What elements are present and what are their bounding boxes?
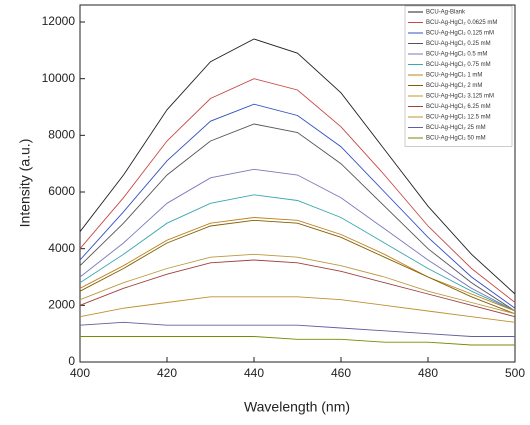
- series-line: [79, 38, 516, 295]
- series-line: [79, 78, 516, 303]
- x-tick-label: 460: [331, 366, 351, 380]
- legend-label: BCU-Ag-HgCl₂ 6.25 mM: [426, 104, 491, 110]
- x-tick-label: 420: [157, 366, 177, 380]
- y-tick-label: 8000: [48, 128, 75, 142]
- legend-box: [404, 5, 513, 147]
- legend-label: BCU-Ag-HgCl₂ 3.125 mM: [426, 94, 494, 100]
- legend-label: BCU-Ag-HgCl₂ 12.5 mM: [426, 115, 491, 121]
- legend-label: BCU-Ag-HgCl₂ 0.5 mM: [426, 52, 487, 58]
- series-line: [79, 253, 516, 315]
- x-axis-label: Wavelength (nm): [244, 399, 350, 415]
- legend-label: BCU-Ag-HgCl₂ 1 mM: [426, 73, 482, 79]
- plot-frame: [79, 4, 516, 363]
- series-line: [79, 123, 516, 312]
- legend-label: BCU-Ag-HgCl₂ 0.75 mM: [426, 62, 491, 68]
- series-line: [79, 103, 516, 309]
- legend-label: BCU-Ag-Blank: [426, 10, 466, 16]
- series-line: [79, 259, 516, 318]
- series-line: [80, 336, 515, 346]
- x-tick-label: 480: [418, 366, 438, 380]
- y-tick-label: 12000: [42, 14, 76, 28]
- y-tick-label: 2000: [48, 298, 75, 312]
- legend-label: BCU-Ag-HgCl₂ 25 mM: [426, 125, 486, 131]
- series-line: [79, 296, 516, 323]
- series-line: [79, 194, 516, 312]
- x-tick-label: 400: [70, 366, 90, 380]
- y-tick-label: 4000: [48, 241, 75, 255]
- x-tick-label: 440: [244, 366, 264, 380]
- series-line: [79, 219, 516, 315]
- legend-label: BCU-Ag-HgCl₂ 2 mM: [426, 83, 482, 89]
- series-line: [79, 168, 516, 312]
- series-line: [79, 321, 515, 337]
- x-tick-label: 500: [505, 366, 525, 380]
- y-axis-label: Intensity (a.u.): [17, 139, 33, 228]
- series-line: [79, 217, 516, 312]
- legend-label: BCU-Ag-HgCl₂ 50 mM: [426, 136, 486, 142]
- y-tick-label: 10000: [42, 71, 76, 85]
- legend-label: BCU-Ag-HgCl₂ 0.0625 mM: [426, 20, 497, 26]
- legend-label: BCU-Ag-HgCl₂ 0.25 mM: [426, 41, 491, 47]
- y-tick-label: 6000: [48, 184, 75, 198]
- legend-label: BCU-Ag-HgCl₂ 0.125 mM: [426, 31, 494, 37]
- y-tick-label: 0: [68, 354, 75, 368]
